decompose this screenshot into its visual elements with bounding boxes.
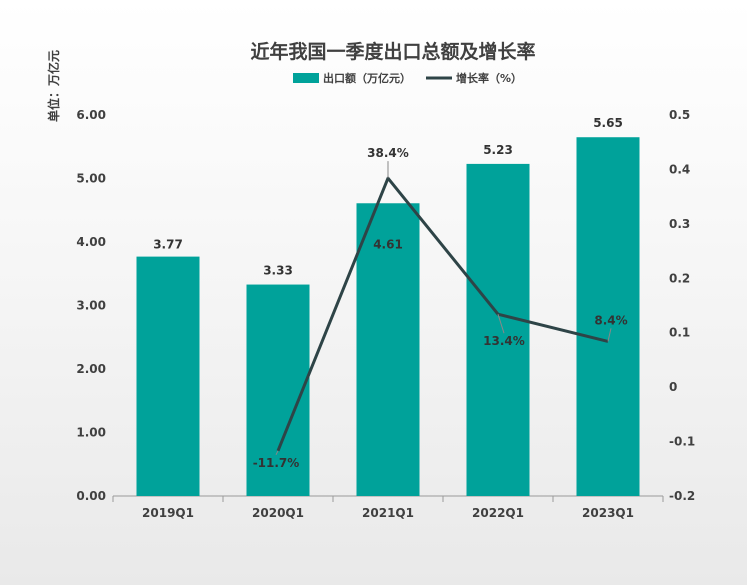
x-tick-label: 2021Q1: [362, 506, 414, 520]
x-tick-label: 2022Q1: [472, 506, 524, 520]
y-left-tick-label: 0.00: [76, 489, 106, 503]
bar-value-label: 3.33: [263, 264, 293, 278]
y-right-tick-label: 0.5: [669, 108, 690, 122]
bar-value-label: 5.23: [483, 143, 513, 157]
y-left-tick-label: 3.00: [76, 299, 106, 313]
y-right-tick-label: 0.2: [669, 271, 690, 285]
bar-value-label: 5.65: [593, 116, 623, 130]
y-right-tick-label: -0.1: [669, 435, 695, 449]
axes: 0.00 1.00 2.00 3.00 4.00 5.00 6.00 -0.2 -0.1 0 0.1…: [76, 108, 695, 520]
y-left-tick-label: 2.00: [76, 362, 106, 376]
growth-line: [276, 176, 609, 452]
chart-title: 近年我国一季度出口总额及增长率: [250, 40, 535, 63]
y-left-tick-label: 5.00: [76, 172, 106, 186]
bar: [356, 203, 420, 496]
growth-value-label: 8.4%: [594, 313, 627, 327]
bar: [466, 163, 530, 496]
growth-value-label: -11.7%: [253, 456, 300, 470]
bar: [136, 256, 200, 496]
x-tick-label: 2020Q1: [252, 506, 304, 520]
legend-label-line: 增长率（%）: [456, 71, 522, 85]
y-left-tick-label: 1.00: [76, 426, 106, 440]
y-left-tick-label: 4.00: [76, 235, 106, 249]
x-tick-label: 2019Q1: [142, 506, 194, 520]
legend: 出口额（万亿元） 增长率（%）: [293, 71, 522, 85]
bar-value-label: 3.77: [153, 238, 183, 252]
y-right-tick-label: 0.4: [669, 162, 690, 176]
bar-value-label: 4.61: [373, 237, 403, 251]
y-axis-title: 单位：万亿元: [46, 50, 61, 122]
growth-line-group: [276, 176, 609, 452]
y-right-tick-label: -0.2: [669, 489, 695, 503]
growth-value-label: 38.4%: [367, 146, 409, 160]
x-tick-label: 2023Q1: [582, 506, 634, 520]
bars-group: [136, 137, 640, 496]
line-label-leader: [607, 328, 612, 342]
bar: [246, 284, 310, 496]
line-label-leader: [275, 450, 279, 456]
y-right-tick-label: 0: [669, 380, 677, 394]
y-right-tick-label: 0.3: [669, 217, 690, 231]
y-left-tick-label: 6.00: [76, 108, 106, 122]
legend-swatch-bar: [293, 73, 319, 83]
growth-value-label: 13.4%: [483, 334, 525, 348]
data-labels-group: 3.77 3.33 4.61 5.23 5.65 -11.7% 38.4% 13.4% 8.4%: [153, 116, 627, 470]
bar: [576, 137, 640, 496]
line-label-leader: [497, 314, 505, 334]
legend-label-bar: 出口额（万亿元）: [323, 71, 411, 85]
y-right-tick-label: 0.1: [669, 326, 690, 340]
